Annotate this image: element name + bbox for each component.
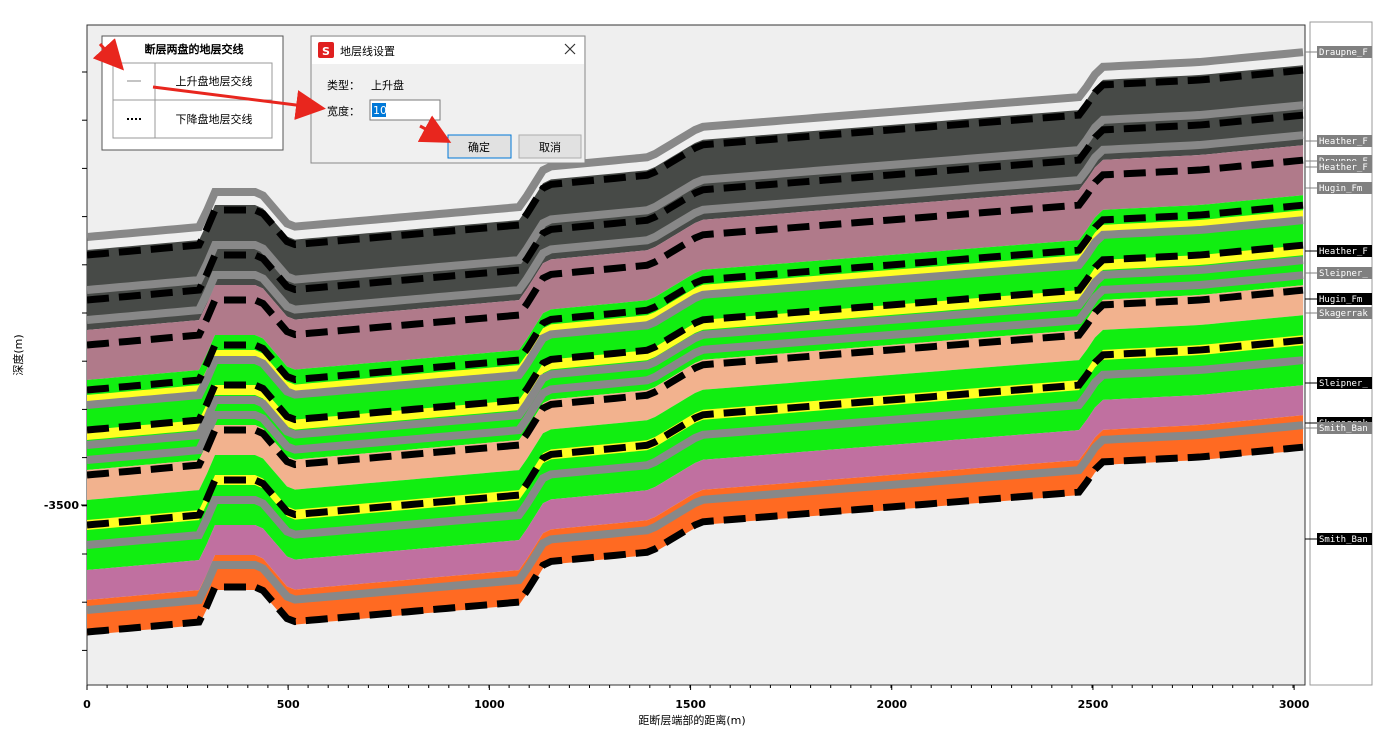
horizon-label: Hugin_Fm [1319,184,1362,194]
band [87,335,1303,530]
legend-title: 断层两盘的地层交线 [145,42,244,56]
horizon-label: Smith_Ban [1319,424,1368,434]
x-tick-label: 2000 [876,698,907,711]
section-bands [87,48,1304,636]
dialog-title: 地层线设置 [340,44,395,58]
horizon-line [87,443,1304,636]
cancel-button-label[interactable]: 取消 [539,140,561,154]
x-tick-label: 2500 [1078,698,1109,711]
annotation-arrows [92,38,452,143]
horizon-label-box [1317,307,1372,319]
band [87,245,1303,440]
horizon-label: Sleipner_ [1319,379,1368,389]
close-button[interactable] [564,43,576,55]
band [87,65,1303,330]
horizon-label-box [1317,245,1372,257]
horizon-label-box [1317,422,1372,434]
band [87,145,1303,380]
type-label: 类型： [327,78,360,92]
dialog-titlebar [312,37,584,64]
legend-entry: 下降盘地层交线 [176,112,253,126]
horizon-line [87,356,1304,549]
legend-entry: 上升盘地层交线 [176,74,253,88]
horizon-label-box [1317,533,1372,545]
horizon-label-box [1317,267,1372,279]
horizon-line [87,111,1304,304]
horizon-line [87,216,1304,409]
width-value[interactable]: 10 [373,104,387,117]
horizon-line [87,201,1304,394]
horizon-label-box [1317,182,1372,194]
horizon-label: Smith_Ban [1319,535,1368,545]
x-tick-label: 3000 [1279,698,1310,711]
horizon-line [87,271,1304,464]
arrow [152,85,326,120]
x-tick-label: 1500 [675,698,706,711]
cancel-button[interactable] [518,134,582,159]
width-label: 宽度： [327,104,360,118]
ok-button[interactable] [447,134,512,159]
horizon-label: Heather_F [1319,163,1368,173]
app-icon-glyph: S [322,45,330,58]
app-icon [318,42,334,58]
x-tick-label: 0 [83,698,91,711]
x-tick-label: 500 [277,698,300,711]
x-tick-label: 1000 [474,698,505,711]
y-axis-label: 深度(m) [11,334,25,375]
horizon-label-box [1317,161,1372,173]
horizon-panel [1309,21,1373,686]
horizon-line [87,156,1304,349]
horizon-line [87,286,1304,479]
selection [372,103,386,117]
horizon-label: Skagerrak [1319,309,1368,319]
horizon-line [87,48,1304,241]
horizon-label: Heather_F [1319,137,1368,147]
width-input[interactable] [369,99,441,121]
horizon-label-box [1317,46,1372,58]
horizon-label-box [1317,377,1372,389]
horizon-line [87,421,1304,614]
horizon-line [87,256,1304,449]
x-axis-label: 距断层端部的距离(m) [638,713,745,727]
horizon-line [87,101,1304,294]
arrow [417,115,452,143]
ok-button-label[interactable]: 确定 [468,140,490,154]
horizon-label: Heather_F [1319,247,1368,257]
horizon-line [87,336,1304,529]
horizon-label-box [1317,293,1372,305]
y-tick-label: -3500 [44,499,80,512]
horizon-line [87,241,1304,434]
horizon-label: Draupne_F [1319,48,1368,58]
horizon-label: Sleipner_ [1319,269,1368,279]
horizon-label: Hugin_Fm [1319,295,1362,305]
horizon-line [87,131,1304,324]
dialog: S 地层线设置 类型： 上升盘 宽度： 10 确定 取消 [310,35,586,164]
horizon-label-box [1317,135,1372,147]
band [87,385,1303,600]
type-value: 上升盘 [371,78,404,92]
arrow [92,38,125,71]
horizon-line [87,66,1304,259]
